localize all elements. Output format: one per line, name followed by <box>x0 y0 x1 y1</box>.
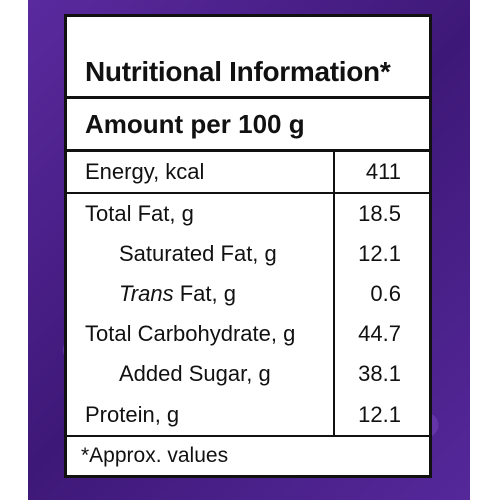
footnote: *Approx. values <box>67 435 429 475</box>
row-label: Protein, g <box>85 401 180 427</box>
row-total-fat: Total Fat, g 18.5 <box>67 194 429 234</box>
row-label: Added Sugar, g <box>119 361 271 386</box>
trans-italic: Trans <box>119 281 174 306</box>
row-value: 411 <box>365 159 401 184</box>
column-divider <box>333 152 335 435</box>
serving-amount: Amount per 100 g <box>67 99 429 152</box>
label-title: Nutritional Information* <box>67 17 429 99</box>
row-value: 0.6 <box>370 281 401 306</box>
row-energy: Energy, kcal 411 <box>67 152 429 192</box>
row-label: Saturated Fat, g <box>119 241 277 266</box>
row-value: 12.1 <box>358 401 401 427</box>
nutrition-label-panel: Nutritional Information* Amount per 100 … <box>64 14 432 478</box>
row-label: Energy, kcal <box>85 159 205 184</box>
row-value: 44.7 <box>358 321 401 346</box>
row-added-sugar: Added Sugar, g 38.1 <box>67 354 429 394</box>
row-value: 38.1 <box>358 361 401 386</box>
row-total-carbohydrate: Total Carbohydrate, g 44.7 <box>67 314 429 354</box>
trans-rest: Fat, g <box>173 281 236 306</box>
row-value: 18.5 <box>358 201 401 226</box>
row-saturated-fat: Saturated Fat, g 12.1 <box>67 234 429 274</box>
row-label: Trans Fat, g <box>119 281 236 307</box>
row-label: Total Carbohydrate, g <box>85 321 296 346</box>
row-value: 12.1 <box>358 241 401 266</box>
row-protein: Protein, g 12.1 <box>67 394 429 435</box>
row-trans-fat: Trans Fat, g 0.6 <box>67 274 429 314</box>
row-divider <box>67 192 429 194</box>
row-label: Total Fat, g <box>85 201 194 226</box>
